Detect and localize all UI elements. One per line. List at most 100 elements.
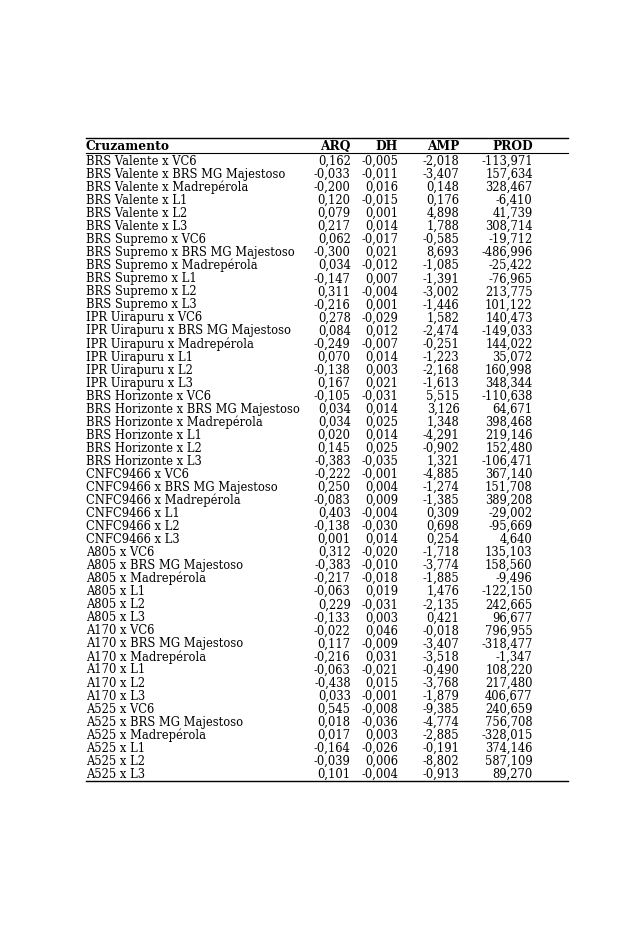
- Text: -0,147: -0,147: [314, 272, 351, 285]
- Text: 374,146: 374,146: [486, 741, 533, 754]
- Text: -2,135: -2,135: [423, 598, 459, 611]
- Text: -0,021: -0,021: [361, 663, 398, 676]
- Text: -0,251: -0,251: [422, 337, 459, 350]
- Text: -0,033: -0,033: [314, 168, 351, 181]
- Text: 1,348: 1,348: [427, 415, 459, 428]
- Text: -2,018: -2,018: [423, 155, 459, 168]
- Text: 3,126: 3,126: [427, 402, 459, 415]
- Text: 0,217: 0,217: [318, 220, 351, 233]
- Text: -0,015: -0,015: [361, 194, 398, 207]
- Text: BRS Supremo x L1: BRS Supremo x L1: [85, 272, 197, 285]
- Text: -0,200: -0,200: [314, 181, 351, 194]
- Text: -3,407: -3,407: [423, 168, 459, 181]
- Text: BRS Valente x L3: BRS Valente x L3: [85, 220, 187, 233]
- Text: 89,270: 89,270: [493, 767, 533, 780]
- Text: -0,005: -0,005: [361, 155, 398, 168]
- Text: -19,712: -19,712: [489, 233, 533, 246]
- Text: -0,063: -0,063: [314, 585, 351, 598]
- Text: 41,739: 41,739: [493, 207, 533, 220]
- Text: BRS Supremo x Madrepérola: BRS Supremo x Madrepérola: [85, 259, 257, 273]
- Text: -95,669: -95,669: [489, 519, 533, 532]
- Text: 1,321: 1,321: [427, 454, 459, 467]
- Text: 0,003: 0,003: [365, 728, 398, 741]
- Text: 0,020: 0,020: [318, 428, 351, 441]
- Text: A170 x BRS MG Majestoso: A170 x BRS MG Majestoso: [85, 637, 243, 650]
- Text: -0,105: -0,105: [314, 389, 351, 402]
- Text: A525 x BRS MG Majestoso: A525 x BRS MG Majestoso: [85, 715, 243, 728]
- Text: BRS Valente x L2: BRS Valente x L2: [85, 207, 187, 220]
- Text: 587,109: 587,109: [485, 754, 533, 767]
- Text: BRS Valente x Madrepérola: BRS Valente x Madrepérola: [85, 181, 248, 194]
- Text: 213,775: 213,775: [485, 285, 533, 298]
- Text: A525 x L2: A525 x L2: [85, 754, 145, 767]
- Text: -3,774: -3,774: [423, 559, 459, 572]
- Text: 140,473: 140,473: [485, 311, 533, 324]
- Text: -113,971: -113,971: [481, 155, 533, 168]
- Text: 0,014: 0,014: [365, 350, 398, 363]
- Text: -0,191: -0,191: [422, 741, 459, 754]
- Text: 242,665: 242,665: [486, 598, 533, 611]
- Text: -1,885: -1,885: [423, 572, 459, 585]
- Text: -3,768: -3,768: [423, 676, 459, 689]
- Text: CNFC9466 x BRS MG Majestoso: CNFC9466 x BRS MG Majestoso: [85, 480, 278, 493]
- Text: 5,515: 5,515: [426, 389, 459, 402]
- Text: 0,148: 0,148: [427, 181, 459, 194]
- Text: BRS Valente x L1: BRS Valente x L1: [85, 194, 187, 207]
- Text: -0,035: -0,035: [361, 454, 398, 467]
- Text: -0,011: -0,011: [361, 168, 398, 181]
- Text: 0,034: 0,034: [318, 402, 351, 415]
- Text: 389,208: 389,208: [486, 493, 533, 506]
- Text: AMP: AMP: [427, 140, 459, 153]
- Text: -0,008: -0,008: [361, 702, 398, 715]
- Text: -2,885: -2,885: [423, 728, 459, 741]
- Text: -0,383: -0,383: [314, 559, 351, 572]
- Text: -106,471: -106,471: [481, 454, 533, 467]
- Text: -0,018: -0,018: [361, 572, 398, 585]
- Text: -0,249: -0,249: [314, 337, 351, 350]
- Text: -0,490: -0,490: [422, 663, 459, 676]
- Text: IPR Uirapuru x L3: IPR Uirapuru x L3: [85, 376, 193, 389]
- Text: DH: DH: [376, 140, 398, 153]
- Text: -318,477: -318,477: [481, 637, 533, 650]
- Text: -0,004: -0,004: [361, 285, 398, 298]
- Text: -486,996: -486,996: [482, 246, 533, 259]
- Text: A805 x BRS MG Majestoso: A805 x BRS MG Majestoso: [85, 559, 243, 572]
- Text: -0,001: -0,001: [361, 467, 398, 480]
- Text: 348,344: 348,344: [486, 376, 533, 389]
- Text: A805 x Madrepérola: A805 x Madrepérola: [85, 571, 205, 585]
- Text: 108,220: 108,220: [485, 663, 533, 676]
- Text: -0,383: -0,383: [314, 454, 351, 467]
- Text: A170 x L2: A170 x L2: [85, 676, 145, 689]
- Text: 406,677: 406,677: [485, 689, 533, 702]
- Text: 367,140: 367,140: [485, 467, 533, 480]
- Text: CNFC9466 x L1: CNFC9466 x L1: [85, 506, 179, 519]
- Text: 144,022: 144,022: [486, 337, 533, 350]
- Text: -0,001: -0,001: [361, 689, 398, 702]
- Text: BRS Horizonte x VC6: BRS Horizonte x VC6: [85, 389, 211, 402]
- Text: 0,162: 0,162: [318, 155, 351, 168]
- Text: 219,146: 219,146: [485, 428, 533, 441]
- Text: -0,138: -0,138: [314, 519, 351, 532]
- Text: -2,474: -2,474: [423, 324, 459, 337]
- Text: -0,007: -0,007: [361, 337, 398, 350]
- Text: 0,176: 0,176: [426, 194, 459, 207]
- Text: A170 x Madrepérola: A170 x Madrepérola: [85, 650, 206, 663]
- Text: -0,030: -0,030: [361, 519, 398, 532]
- Text: 0,025: 0,025: [365, 415, 398, 428]
- Text: 0,079: 0,079: [318, 207, 351, 220]
- Text: BRS Horizonte x L2: BRS Horizonte x L2: [85, 441, 202, 454]
- Text: 0,070: 0,070: [318, 350, 351, 363]
- Text: 0,021: 0,021: [365, 246, 398, 259]
- Text: IPR Uirapuru x Madrepérola: IPR Uirapuru x Madrepérola: [85, 337, 253, 350]
- Text: 0,031: 0,031: [365, 650, 398, 663]
- Text: 0,309: 0,309: [426, 506, 459, 519]
- Text: BRS Valente x BRS MG Majestoso: BRS Valente x BRS MG Majestoso: [85, 168, 285, 181]
- Text: IPR Uirapuru x L2: IPR Uirapuru x L2: [85, 363, 193, 376]
- Text: BRS Horizonte x L3: BRS Horizonte x L3: [85, 454, 202, 467]
- Text: -0,020: -0,020: [361, 545, 398, 559]
- Text: 0,254: 0,254: [427, 532, 459, 545]
- Text: 308,714: 308,714: [485, 220, 533, 233]
- Text: -0,217: -0,217: [314, 572, 351, 585]
- Text: -122,150: -122,150: [481, 585, 533, 598]
- Text: 0,033: 0,033: [318, 689, 351, 702]
